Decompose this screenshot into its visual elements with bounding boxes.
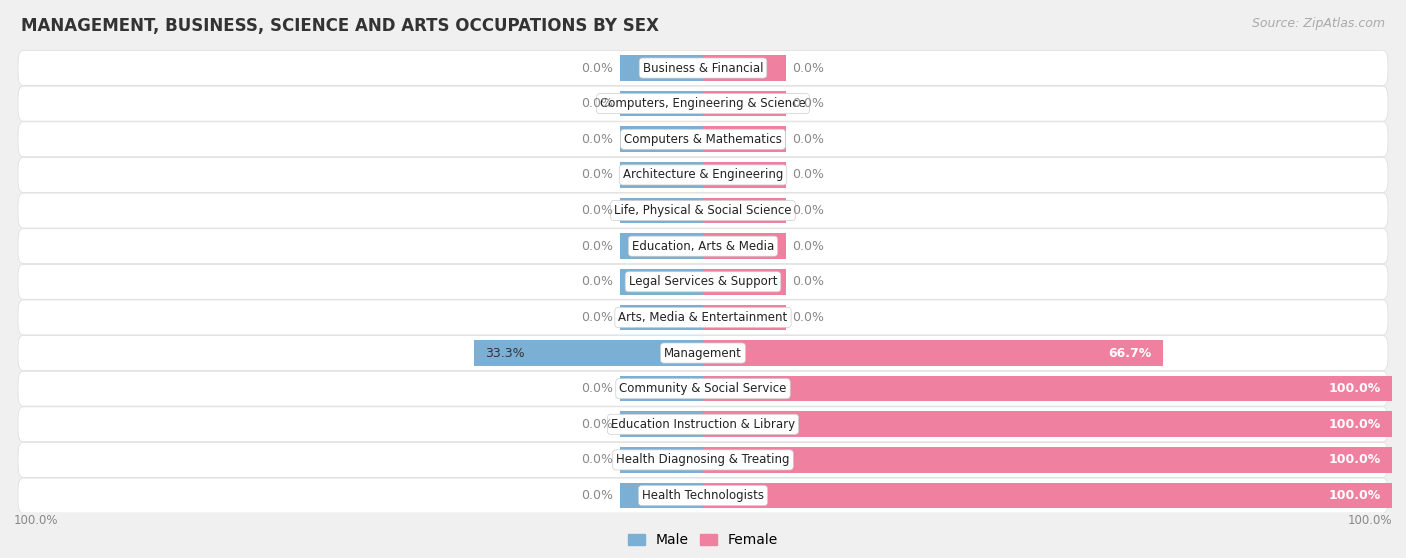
Bar: [703, 447, 1392, 473]
Bar: [703, 340, 1163, 366]
Text: 0.0%: 0.0%: [582, 133, 613, 146]
Text: 100.0%: 100.0%: [1347, 514, 1392, 527]
Text: Legal Services & Support: Legal Services & Support: [628, 275, 778, 288]
FancyBboxPatch shape: [18, 51, 1388, 85]
FancyBboxPatch shape: [18, 300, 1388, 335]
Text: 0.0%: 0.0%: [793, 204, 824, 217]
Text: 0.0%: 0.0%: [793, 240, 824, 253]
Text: Community & Social Service: Community & Social Service: [619, 382, 787, 395]
Text: 33.3%: 33.3%: [485, 347, 524, 359]
Text: Architecture & Engineering: Architecture & Engineering: [623, 169, 783, 181]
Text: 0.0%: 0.0%: [582, 61, 613, 75]
Text: 0.0%: 0.0%: [582, 489, 613, 502]
Text: 0.0%: 0.0%: [793, 133, 824, 146]
Text: 0.0%: 0.0%: [582, 169, 613, 181]
Bar: [703, 198, 786, 223]
FancyBboxPatch shape: [18, 86, 1388, 121]
Bar: [703, 127, 786, 152]
FancyBboxPatch shape: [18, 407, 1388, 442]
Text: Education, Arts & Media: Education, Arts & Media: [631, 240, 775, 253]
FancyBboxPatch shape: [18, 229, 1388, 263]
Bar: [703, 55, 786, 81]
Text: Health Technologists: Health Technologists: [643, 489, 763, 502]
Bar: [620, 376, 703, 402]
Text: Arts, Media & Entertainment: Arts, Media & Entertainment: [619, 311, 787, 324]
Text: Business & Financial: Business & Financial: [643, 61, 763, 75]
Text: Health Diagnosing & Treating: Health Diagnosing & Treating: [616, 454, 790, 466]
Bar: [620, 305, 703, 330]
Text: 0.0%: 0.0%: [582, 240, 613, 253]
Bar: [620, 198, 703, 223]
Text: 0.0%: 0.0%: [793, 61, 824, 75]
Bar: [703, 305, 786, 330]
FancyBboxPatch shape: [18, 264, 1388, 299]
Text: 0.0%: 0.0%: [793, 275, 824, 288]
Bar: [703, 269, 786, 295]
Bar: [474, 340, 703, 366]
Text: 0.0%: 0.0%: [582, 204, 613, 217]
Bar: [620, 55, 703, 81]
Bar: [703, 411, 1392, 437]
Text: 0.0%: 0.0%: [582, 382, 613, 395]
Bar: [620, 447, 703, 473]
Text: 0.0%: 0.0%: [582, 275, 613, 288]
Text: 0.0%: 0.0%: [582, 418, 613, 431]
Text: 0.0%: 0.0%: [793, 169, 824, 181]
Text: 0.0%: 0.0%: [793, 311, 824, 324]
Bar: [703, 91, 786, 117]
Text: 0.0%: 0.0%: [582, 311, 613, 324]
Text: Source: ZipAtlas.com: Source: ZipAtlas.com: [1251, 17, 1385, 30]
Bar: [703, 233, 786, 259]
Text: 100.0%: 100.0%: [1329, 489, 1381, 502]
Text: 100.0%: 100.0%: [1329, 454, 1381, 466]
Bar: [703, 376, 1392, 402]
Bar: [620, 269, 703, 295]
FancyBboxPatch shape: [18, 478, 1388, 513]
Text: Computers & Mathematics: Computers & Mathematics: [624, 133, 782, 146]
Bar: [620, 127, 703, 152]
FancyBboxPatch shape: [18, 157, 1388, 193]
Bar: [703, 162, 786, 187]
FancyBboxPatch shape: [18, 371, 1388, 406]
Text: 0.0%: 0.0%: [582, 454, 613, 466]
Text: Computers, Engineering & Science: Computers, Engineering & Science: [600, 97, 806, 110]
Text: 66.7%: 66.7%: [1108, 347, 1152, 359]
Text: 0.0%: 0.0%: [582, 97, 613, 110]
Bar: [620, 411, 703, 437]
Text: MANAGEMENT, BUSINESS, SCIENCE AND ARTS OCCUPATIONS BY SEX: MANAGEMENT, BUSINESS, SCIENCE AND ARTS O…: [21, 17, 659, 35]
FancyBboxPatch shape: [18, 335, 1388, 371]
Text: 100.0%: 100.0%: [14, 514, 59, 527]
FancyBboxPatch shape: [18, 122, 1388, 157]
Text: Management: Management: [664, 347, 742, 359]
Text: 100.0%: 100.0%: [1329, 382, 1381, 395]
Text: 0.0%: 0.0%: [793, 97, 824, 110]
Bar: [620, 483, 703, 508]
Text: Education Instruction & Library: Education Instruction & Library: [612, 418, 794, 431]
Bar: [703, 483, 1392, 508]
Bar: [620, 233, 703, 259]
Text: 100.0%: 100.0%: [1329, 418, 1381, 431]
FancyBboxPatch shape: [18, 442, 1388, 478]
Legend: Male, Female: Male, Female: [623, 528, 783, 553]
FancyBboxPatch shape: [18, 193, 1388, 228]
Bar: [620, 162, 703, 187]
Bar: [620, 91, 703, 117]
Text: Life, Physical & Social Science: Life, Physical & Social Science: [614, 204, 792, 217]
